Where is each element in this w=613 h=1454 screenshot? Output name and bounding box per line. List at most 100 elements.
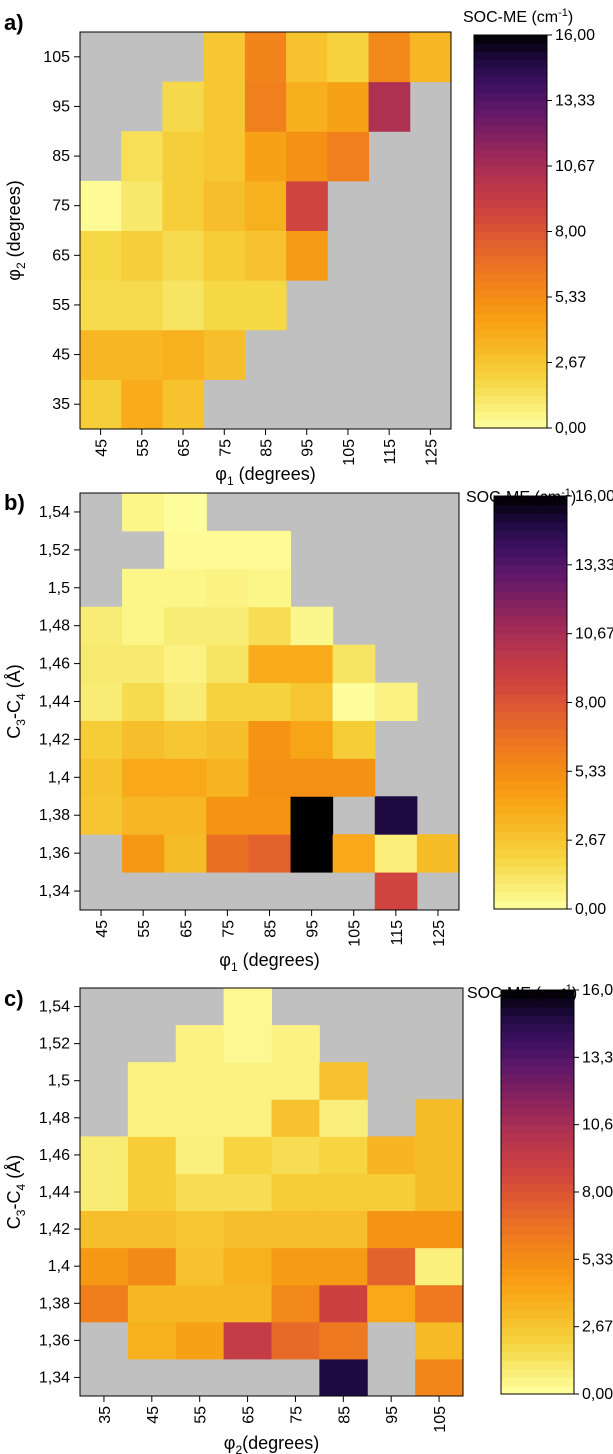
colorbar-swatch [494,762,567,772]
panel-label: c) [4,986,24,1011]
colorbar-swatch [474,125,547,134]
y-tick-label: 105 [43,49,70,66]
colorbar-swatch [474,280,547,290]
heatmap-cell [223,1210,273,1249]
heatmap-cell [367,1210,416,1249]
heatmap-cell [223,988,273,1026]
heatmap-cell [271,1173,320,1212]
heatmap-cell [164,720,207,759]
heatmap-cell [121,329,163,380]
heatmap-cell [319,1321,368,1360]
x-axis-title-rest: (degrees) [238,950,320,970]
heatmap-cell [248,758,292,797]
colorbar-swatch [501,1267,574,1277]
heatmap-cell [374,834,418,873]
heatmap-cell [327,81,370,132]
heatmap-cell [203,180,246,232]
y-axis-title-rest: (Å) [4,664,24,693]
heatmap-cell [248,682,292,721]
heatmap-cell [327,131,370,182]
colorbar-swatch [474,247,547,257]
heatmap-cell [80,1210,129,1249]
colorbar-swatch [474,166,547,175]
heatmap-cell [164,682,207,721]
heatmap-cell [244,280,287,331]
heatmap-cell [80,758,123,797]
colorbar-swatch [501,1318,574,1328]
colorbar-swatch [501,1360,574,1370]
heatmap-cell [286,81,328,132]
heatmap-cell [206,796,249,835]
colorbar-swatch [494,831,567,841]
heatmap-cell [206,606,249,646]
heatmap-cell [175,1099,225,1137]
y-axis-title-sub: 3 [14,1209,28,1216]
x-axis-title-main: φ [215,464,227,484]
colorbar-tick-label: 13,33 [582,1049,613,1066]
heatmap-cell [122,606,165,646]
heatmap-cell [367,1173,416,1212]
colorbar-swatch [474,92,547,102]
heatmap-cell [206,568,249,608]
colorbar-swatch [474,223,547,233]
heatmap-cell [80,379,122,430]
heatmap-cell [80,1173,129,1212]
x-axis-title: φ1 (degrees) [215,464,315,488]
colorbar-swatch [494,564,567,575]
x-axis-title-sub: 2 [235,1443,242,1454]
heatmap-cell [374,682,418,721]
heatmap-cell [122,834,165,873]
heatmap-cell [203,230,246,281]
colorbar-swatch [494,530,567,540]
colorbar-swatch [501,1048,574,1058]
y-tick-label: 35 [52,396,70,413]
colorbar-swatch [501,1217,574,1227]
x-tick-label: 85 [336,1406,353,1424]
colorbar-swatch [501,1309,574,1319]
heatmap-cell [80,180,122,232]
colorbar-tick-label: 0,00 [555,420,586,437]
heatmap-cell [80,644,123,684]
heatmap-cell [203,131,246,182]
heatmap-cell [80,1247,129,1286]
heatmap-cell [319,1062,368,1100]
y-tick-label: 1,34 [39,1369,70,1386]
colorbar-swatch [501,1023,574,1033]
heatmap-cell [206,644,249,684]
heatmap-cell [122,758,165,797]
heatmap-cell [80,796,123,835]
colorbar-swatch [501,1385,574,1395]
colorbar-swatch [494,779,567,790]
x-tick-label: 45 [94,439,111,457]
colorbar-swatch [474,67,547,77]
x-tick-label: 95 [305,920,322,938]
colorbar-swatch [474,51,547,61]
heatmap-cell [271,1025,320,1063]
heatmap-cell [271,1284,320,1323]
heatmap-cell [248,606,292,646]
heatmap-cell [164,834,207,873]
heatmap-cell [290,834,334,873]
heatmap-cell [127,1173,177,1212]
colorbar-swatch [501,1082,574,1092]
x-axis-title-main: φ [224,1433,236,1453]
heatmap-cell [164,493,207,532]
y-axis-title-sub2: 4 [14,693,28,700]
colorbar-swatch [474,264,547,274]
heatmap-cell [290,644,334,684]
x-tick-label: 55 [135,439,152,457]
colorbar-swatch [494,883,567,893]
colorbar-swatch [494,719,567,729]
colorbar-swatch [474,43,547,52]
heatmap-cell [271,1210,320,1249]
colorbar-tick-label: 5,33 [582,1251,613,1268]
colorbar-swatch [501,1133,574,1143]
heatmap-cell [164,644,207,684]
heatmap-cell [121,131,163,182]
colorbar-swatch [501,1293,574,1303]
heatmap-cell [80,230,122,281]
colorbar-swatch [494,693,567,704]
heatmap-cell [319,1247,368,1286]
colorbar-swatch [501,1149,574,1159]
